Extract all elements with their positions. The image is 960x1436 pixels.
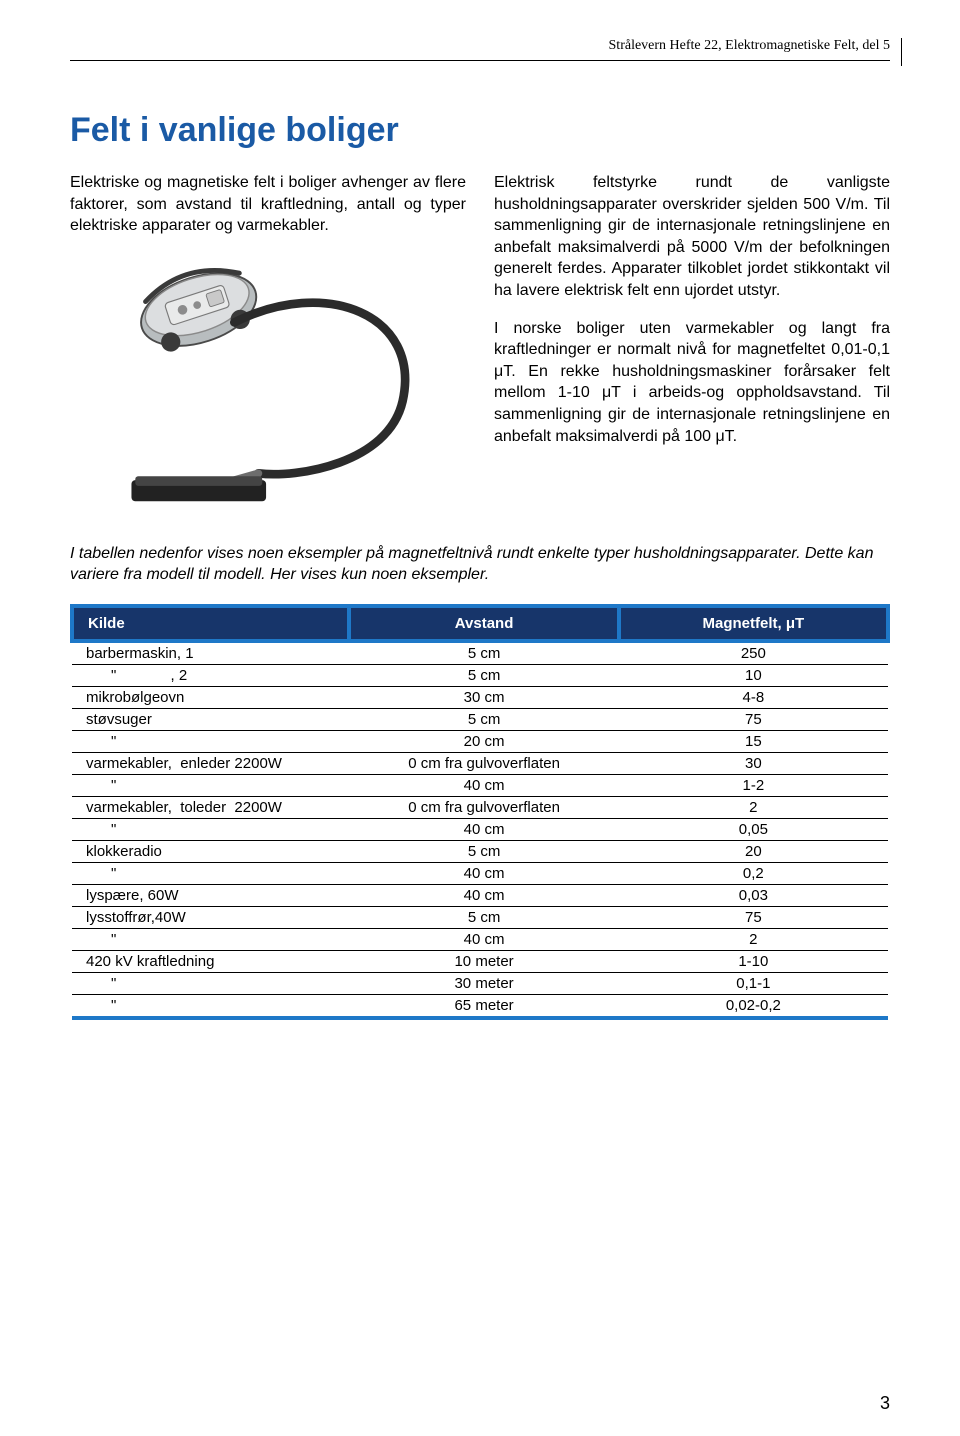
col-header-avstand: Avstand <box>349 606 618 641</box>
cell-kilde: " <box>72 774 349 796</box>
cell-kilde: støvsuger <box>72 708 349 730</box>
cell-avstand: 40 cm <box>349 818 618 840</box>
cell-kilde: lysstoffrør,40W <box>72 906 349 928</box>
cell-avstand: 30 cm <box>349 686 618 708</box>
table-row: varmekabler, enleder 2200W0 cm fra gulvo… <box>72 752 888 774</box>
two-column-layout: Elektriske og magnetiske felt i boliger … <box>70 172 890 507</box>
cell-magnetfelt: 2 <box>619 796 888 818</box>
table-row: "40 cm2 <box>72 928 888 950</box>
cell-kilde: varmekabler, enleder 2200W <box>72 752 349 774</box>
cell-kilde: " <box>72 730 349 752</box>
table-row: varmekabler, toleder 2200W0 cm fra gulvo… <box>72 796 888 818</box>
cell-kilde: " <box>72 818 349 840</box>
cell-avstand: 20 cm <box>349 730 618 752</box>
cell-avstand: 5 cm <box>349 840 618 862</box>
cell-avstand: 40 cm <box>349 862 618 884</box>
cell-magnetfelt: 0,1-1 <box>619 972 888 994</box>
col-header-magnetfelt: Magnetfelt, μT <box>619 606 888 641</box>
cell-magnetfelt: 0,05 <box>619 818 888 840</box>
table-row: "40 cm0,2 <box>72 862 888 884</box>
running-header: Strålevern Hefte 22, Elektromagnetiske F… <box>70 38 890 61</box>
table-caption: I tabellen nedenfor vises noen eksempler… <box>70 543 890 586</box>
cell-avstand: 40 cm <box>349 774 618 796</box>
table-row: barbermaskin, 15 cm250 <box>72 641 888 665</box>
cell-magnetfelt: 1-2 <box>619 774 888 796</box>
table-row: "40 cm0,05 <box>72 818 888 840</box>
col-header-kilde: Kilde <box>72 606 349 641</box>
right-column: Elektrisk feltstyrke rundt de vanligste … <box>494 172 890 507</box>
cell-magnetfelt: 4-8 <box>619 686 888 708</box>
table-row: mikrobølgeovn30 cm4-8 <box>72 686 888 708</box>
cell-avstand: 65 meter <box>349 994 618 1018</box>
cell-avstand: 5 cm <box>349 906 618 928</box>
cell-magnetfelt: 0,03 <box>619 884 888 906</box>
cell-magnetfelt: 2 <box>619 928 888 950</box>
table-row: 420 kV kraftledning10 meter1-10 <box>72 950 888 972</box>
cell-magnetfelt: 1-10 <box>619 950 888 972</box>
cell-magnetfelt: 75 <box>619 906 888 928</box>
cell-kilde: varmekabler, toleder 2200W <box>72 796 349 818</box>
table-row: "65 meter0,02-0,2 <box>72 994 888 1018</box>
intro-paragraph: Elektriske og magnetiske felt i boliger … <box>70 172 466 237</box>
cell-avstand: 5 cm <box>349 708 618 730</box>
left-column: Elektriske og magnetiske felt i boliger … <box>70 172 466 507</box>
right-paragraph-2: I norske boliger uten varmekabler og lan… <box>494 318 890 448</box>
cell-kilde: " <box>72 862 349 884</box>
table-row: "20 cm15 <box>72 730 888 752</box>
cell-magnetfelt: 75 <box>619 708 888 730</box>
table-row: klokkeradio5 cm20 <box>72 840 888 862</box>
table-row: lyspære, 60W40 cm0,03 <box>72 884 888 906</box>
table-row: "40 cm1-2 <box>72 774 888 796</box>
vacuum-cleaner-illustration <box>70 257 466 507</box>
cell-magnetfelt: 250 <box>619 641 888 665</box>
cell-kilde: " <box>72 994 349 1018</box>
cell-kilde: mikrobølgeovn <box>72 686 349 708</box>
page-number: 3 <box>880 1393 890 1414</box>
cell-kilde: " <box>72 928 349 950</box>
table-header-row: Kilde Avstand Magnetfelt, μT <box>72 606 888 641</box>
cell-magnetfelt: 20 <box>619 840 888 862</box>
table-row: støvsuger5 cm75 <box>72 708 888 730</box>
cell-avstand: 0 cm fra gulvoverflaten <box>349 752 618 774</box>
header-vertical-rule <box>901 38 902 66</box>
magnetfelt-table: Kilde Avstand Magnetfelt, μT barbermaski… <box>70 604 890 1020</box>
cell-magnetfelt: 0,2 <box>619 862 888 884</box>
cell-avstand: 5 cm <box>349 641 618 665</box>
page-title: Felt i vanlige boliger <box>70 111 890 150</box>
cell-avstand: 0 cm fra gulvoverflaten <box>349 796 618 818</box>
cell-kilde: lyspære, 60W <box>72 884 349 906</box>
cell-magnetfelt: 15 <box>619 730 888 752</box>
cell-kilde: " <box>72 972 349 994</box>
cell-kilde: 420 kV kraftledning <box>72 950 349 972</box>
cell-magnetfelt: 0,02-0,2 <box>619 994 888 1018</box>
cell-kilde: klokkeradio <box>72 840 349 862</box>
cell-kilde: " , 2 <box>72 664 349 686</box>
cell-magnetfelt: 30 <box>619 752 888 774</box>
cell-kilde: barbermaskin, 1 <box>72 641 349 665</box>
cell-magnetfelt: 10 <box>619 664 888 686</box>
table-row: " , 25 cm10 <box>72 664 888 686</box>
cell-avstand: 40 cm <box>349 928 618 950</box>
table-row: lysstoffrør,40W5 cm75 <box>72 906 888 928</box>
cell-avstand: 40 cm <box>349 884 618 906</box>
cell-avstand: 5 cm <box>349 664 618 686</box>
right-paragraph-1: Elektrisk feltstyrke rundt de vanligste … <box>494 172 890 302</box>
cell-avstand: 30 meter <box>349 972 618 994</box>
cell-avstand: 10 meter <box>349 950 618 972</box>
table-row: "30 meter0,1-1 <box>72 972 888 994</box>
